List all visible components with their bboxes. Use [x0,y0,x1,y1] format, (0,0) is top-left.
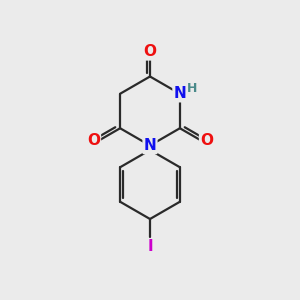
Text: I: I [147,239,153,254]
Text: O: O [87,133,100,148]
Text: N: N [173,86,186,101]
Text: H: H [187,82,198,95]
Text: O: O [143,44,157,59]
Text: O: O [200,133,213,148]
Text: N: N [144,138,156,153]
